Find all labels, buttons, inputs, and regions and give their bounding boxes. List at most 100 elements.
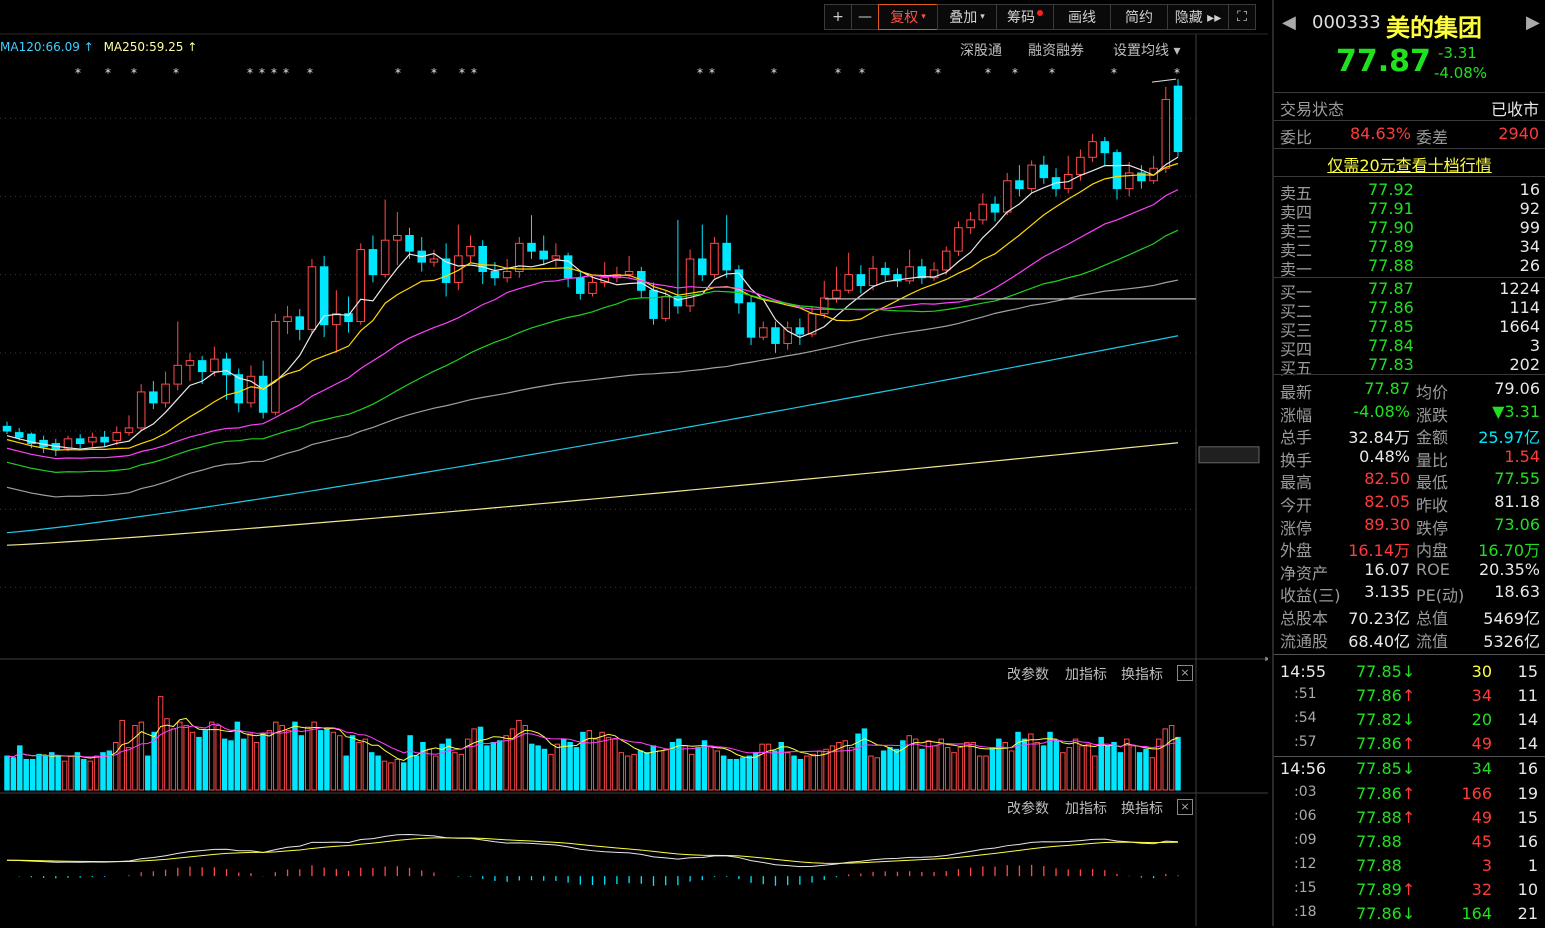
candle-body: [454, 255, 463, 283]
volume-bar: [688, 753, 695, 791]
stat-label: 换手: [1280, 450, 1313, 470]
candle-body: [234, 374, 244, 404]
volume-bar: [1092, 755, 1098, 791]
tick-price-value: 77.88: [1356, 831, 1402, 851]
candle: [393, 212, 402, 266]
level2-promo[interactable]: 仅需20元查看十档行情: [1274, 152, 1545, 175]
tick-minute-divider: [1274, 756, 1545, 758]
volume-add-indicator-link[interactable]: 加指标: [1065, 667, 1107, 683]
toolbar-button-4[interactable]: 筹码: [996, 4, 1054, 30]
stock-chart[interactable]: * * * * * * * * * * * * * * * * * * * * * * * * ▸: [0, 0, 1268, 926]
stat-label: 内盘: [1416, 541, 1449, 561]
candle: [880, 262, 890, 281]
volume-bar: [951, 752, 957, 791]
volume-bar: [196, 736, 202, 791]
candle: [722, 215, 731, 278]
volume-bar: [273, 721, 279, 791]
prev-stock-icon[interactable]: ◀: [1282, 12, 1296, 33]
candle: [283, 305, 292, 335]
candle-body: [661, 296, 670, 319]
ma-settings-link[interactable]: 设置均线 ▾: [1113, 43, 1181, 59]
candle-body: [563, 255, 573, 279]
stat-value: 73.06: [1494, 514, 1540, 534]
ask-row: 卖一 77.88 26: [1280, 256, 1542, 279]
volume-bar: [791, 755, 797, 791]
candle: [588, 274, 597, 297]
volume-bar: [400, 762, 407, 791]
stat-label: 量比: [1416, 450, 1449, 470]
candle: [1076, 149, 1085, 181]
macd-add-indicator-link[interactable]: 加指标: [1065, 801, 1107, 817]
volume-bar: [868, 755, 874, 791]
volume-bar: [983, 755, 989, 791]
candle-body: [356, 249, 366, 323]
volume-bar: [1162, 728, 1168, 791]
tick-count: 21: [1517, 904, 1538, 923]
toolbar-button-7[interactable]: 隐藏 ▸▸: [1167, 4, 1229, 30]
volume-bar: [49, 752, 55, 791]
volume-bar: [445, 738, 452, 791]
stats-row: 最新 77.87 均价 79.06: [1280, 379, 1542, 402]
volume-bar: [119, 719, 125, 791]
trade-status-value: 已收市: [1490, 100, 1539, 119]
toolbar-button-5[interactable]: 画线: [1053, 4, 1111, 30]
toolbar-button-6[interactable]: 简约: [1110, 4, 1168, 30]
hk-connect-link[interactable]: 深股通: [960, 43, 1002, 59]
volume-bar: [477, 726, 484, 791]
candle-body: [393, 235, 402, 241]
tick-price-value: 77.85: [1356, 662, 1402, 681]
ma-line-ma20: [6, 189, 1179, 460]
ask-price: 77.90: [1368, 218, 1414, 237]
level2-promo-link[interactable]: 仅需20元查看十档行情: [1327, 156, 1492, 175]
candle-body: [405, 235, 414, 252]
ma-line-ma30: [6, 229, 1179, 473]
volume-bar: [714, 750, 721, 791]
macd-switch-indicator-link[interactable]: 换指标: [1121, 801, 1163, 817]
volume-bar: [784, 752, 791, 791]
toolbar-button-8[interactable]: ⛶: [1228, 4, 1256, 30]
toolbar-button-2[interactable]: 复权 ▾: [878, 4, 938, 30]
candle-body: [1076, 156, 1085, 176]
candle-body: [795, 327, 805, 335]
candle: [75, 434, 85, 449]
volume-bar: [976, 755, 983, 791]
tick-row: :06 77.88↑ 49 15: [1280, 808, 1542, 832]
candle-body: [75, 438, 85, 445]
toolbar-button-1[interactable]: —: [851, 4, 879, 30]
macd-close-icon[interactable]: ×: [1177, 799, 1193, 815]
stat-label: ROE: [1416, 559, 1450, 579]
candle-body: [515, 242, 524, 272]
toolbar-button-0[interactable]: +: [824, 4, 852, 30]
volume-bar: [503, 735, 509, 791]
volume-close-icon[interactable]: ×: [1177, 665, 1193, 681]
margin-trading-link[interactable]: 融资融券: [1028, 43, 1084, 59]
volume-bar: [1015, 731, 1021, 791]
volume-switch-indicator-link[interactable]: 换指标: [1121, 667, 1163, 683]
candle-body: [576, 277, 585, 294]
next-stock-icon[interactable]: ▶: [1526, 12, 1540, 33]
ma-legend: MA120:66.09 ↑ MA250:59.25 ↑: [0, 40, 203, 54]
stat-value: 0.48%: [1359, 446, 1410, 466]
bid-row: 买五 77.83 202: [1280, 355, 1542, 378]
tick-volume: 49: [1471, 807, 1492, 827]
volume-bar: [535, 745, 541, 791]
stat-label: 涨跌: [1416, 405, 1449, 425]
volume-params-link[interactable]: 改参数: [1007, 667, 1049, 683]
volume-bar: [36, 753, 42, 791]
stat-label: 最低: [1416, 473, 1449, 493]
tick-price-value: 77.86: [1356, 904, 1402, 923]
macd-params-link[interactable]: 改参数: [1007, 801, 1049, 817]
candle: [112, 426, 122, 446]
candle-body: [502, 270, 512, 279]
volume-bar: [10, 757, 17, 791]
candle-body: [307, 266, 317, 330]
candle: [1149, 155, 1158, 184]
tick-price: 77.82↓: [1356, 710, 1415, 729]
volume-bar: [266, 730, 273, 791]
toolbar-button-label: ⛶: [1237, 9, 1247, 25]
tick-time: :15: [1294, 879, 1317, 896]
tick-time: :57: [1294, 734, 1317, 751]
candle-body: [258, 375, 268, 413]
bid-price: 77.86: [1368, 298, 1414, 317]
toolbar-button-3[interactable]: 叠加 ▾: [937, 4, 997, 30]
